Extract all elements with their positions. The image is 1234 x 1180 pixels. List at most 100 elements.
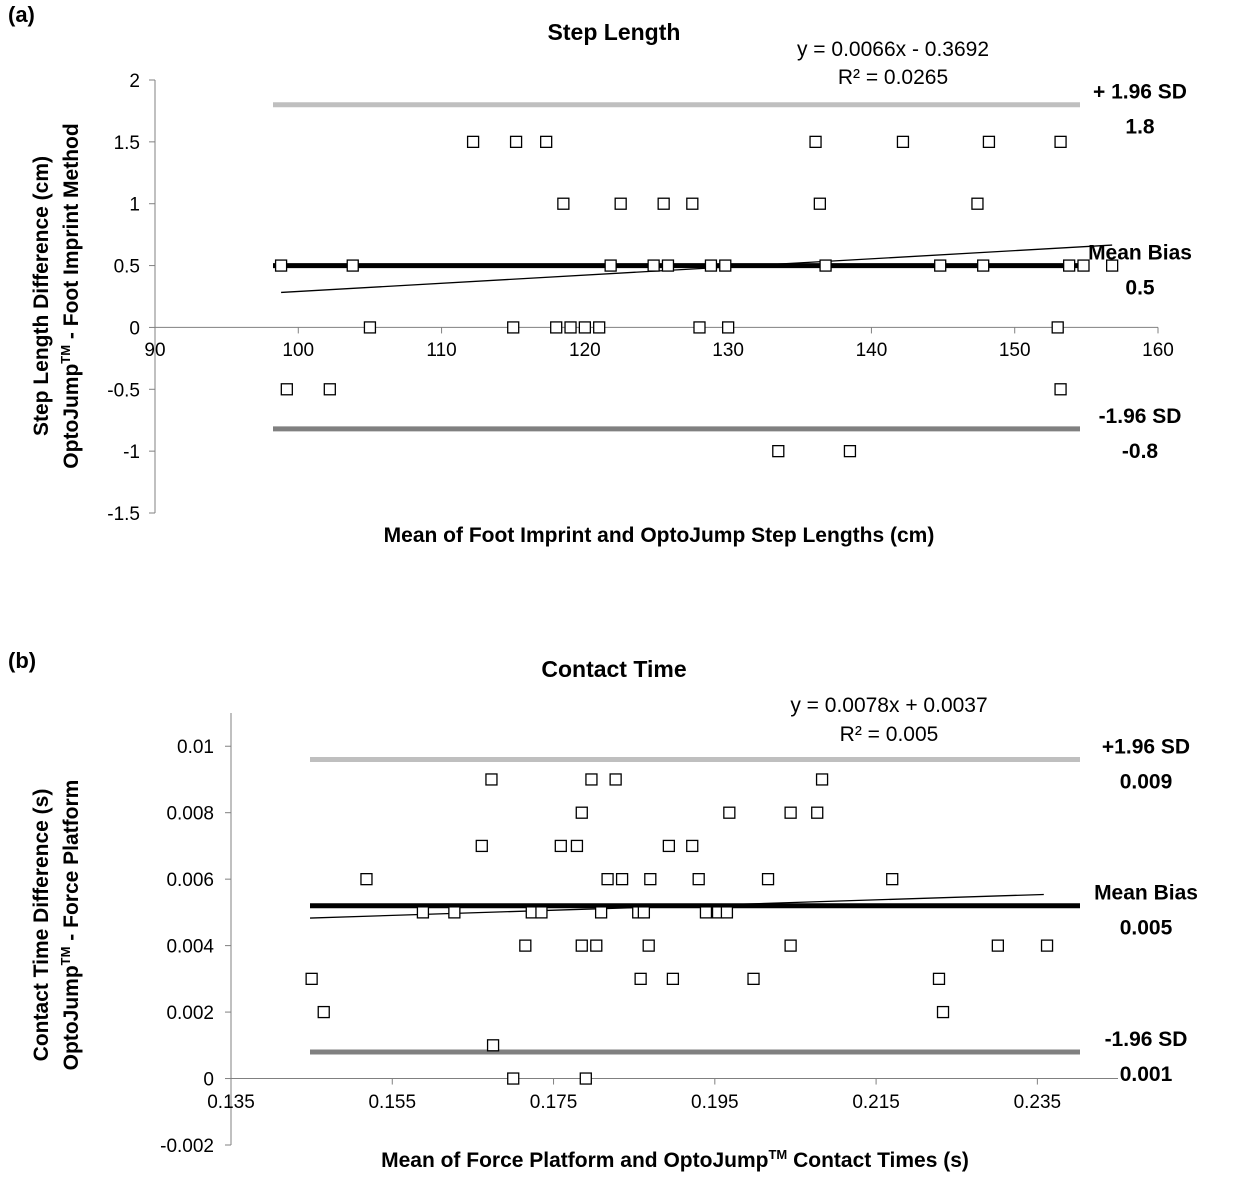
- lower-loa-label: -1.96 SD: [1105, 1028, 1188, 1051]
- data-point: [1040, 939, 1054, 952]
- data-point: [1054, 383, 1067, 396]
- data-point: [896, 135, 910, 149]
- panel-b-plot-area: -0.002 0 0.002 0.004 0.006 0.008 0.01 0.135 0.15…: [160, 713, 1198, 1157]
- x-tick-label: 150: [999, 340, 1031, 361]
- panel-b-equation: y = 0.0078x + 0.0037: [790, 694, 987, 717]
- data-point: [485, 773, 498, 786]
- data-point: [886, 873, 899, 886]
- y-tick-label: 0.006: [166, 870, 214, 891]
- data-point: [772, 444, 785, 458]
- panel-b: (b) Contact Time y = 0.0078x + 0.0037 R²…: [8, 648, 1198, 1172]
- data-point: [661, 259, 675, 272]
- data-point: [686, 839, 699, 853]
- data-point: [761, 873, 775, 886]
- data-point: [637, 906, 651, 919]
- upper-loa-value: 0.009: [1120, 771, 1173, 794]
- data-point: [704, 259, 718, 272]
- data-point: [557, 197, 570, 210]
- lower-loa-label: -1.96 SD: [1099, 405, 1182, 428]
- y-tick-label: 0.01: [177, 737, 214, 758]
- y-tick-label: 0.004: [166, 937, 214, 958]
- data-point: [507, 321, 520, 334]
- data-point: [535, 906, 548, 919]
- data-point: [977, 259, 990, 272]
- y-tick-label: 0.002: [166, 1003, 214, 1024]
- y-tick-label: -1.5: [107, 504, 140, 525]
- y-tick-label: 2: [129, 71, 140, 92]
- data-point: [723, 806, 736, 819]
- y-tick-label: 1.5: [114, 133, 140, 154]
- y-tick-label: -0.5: [107, 380, 140, 401]
- mean-bias-value: 0.5: [1125, 277, 1155, 300]
- x-tick-label: 100: [282, 340, 314, 361]
- data-point: [971, 197, 984, 210]
- data-point: [575, 939, 588, 952]
- x-tick-label: 120: [569, 340, 601, 361]
- x-tick-label: 110: [426, 340, 456, 361]
- data-point: [274, 259, 288, 272]
- panel-a: (a) Step Length y = 0.0066x - 0.3692 R² …: [8, 2, 1192, 547]
- data-point: [784, 806, 797, 819]
- data-point: [815, 773, 829, 786]
- x-tick-label: 0.175: [530, 1092, 578, 1113]
- data-point: [634, 972, 647, 985]
- trendline: [310, 893, 1044, 919]
- data-point: [1063, 259, 1076, 272]
- x-tick-label: 0.215: [852, 1092, 900, 1113]
- panel-a-title: Step Length: [548, 19, 681, 45]
- data-point: [475, 839, 488, 853]
- x-tick-label: 160: [1142, 340, 1174, 361]
- data-point: [466, 135, 480, 149]
- mean-bias-label: Mean Bias: [1088, 242, 1192, 265]
- data-point: [934, 259, 947, 272]
- panel-b-ylabel-line2: OptoJumpTM - Force Platform: [58, 780, 83, 1071]
- data-point: [317, 1005, 330, 1019]
- data-point: [662, 839, 676, 853]
- y-tick-label: 0: [129, 318, 140, 339]
- panel-b-r2: R² = 0.005: [840, 723, 939, 746]
- mean-bias-label: Mean Bias: [1094, 882, 1198, 905]
- data-point: [363, 321, 377, 334]
- upper-loa-label: +1.96 SD: [1102, 736, 1190, 759]
- upper-loa-value: 1.8: [1125, 116, 1155, 139]
- data-point: [809, 135, 822, 149]
- data-point: [692, 873, 705, 886]
- lower-loa-value: -0.8: [1122, 440, 1159, 463]
- y-tick-label: 0: [203, 1070, 214, 1091]
- data-point: [486, 1039, 500, 1052]
- data-point: [1077, 259, 1090, 272]
- panel-b-title: Contact Time: [541, 656, 686, 682]
- data-point: [719, 259, 732, 272]
- data-point: [540, 135, 553, 149]
- data-point: [601, 873, 614, 886]
- data-point: [666, 972, 680, 985]
- data-point: [280, 383, 293, 396]
- data-point: [614, 197, 627, 210]
- panel-a-equation: y = 0.0066x - 0.3692: [797, 38, 989, 61]
- data-point: [579, 1072, 592, 1085]
- data-point: [509, 135, 523, 149]
- panel-a-r2: R² = 0.0265: [838, 66, 948, 89]
- data-point: [747, 972, 760, 985]
- data-point: [721, 321, 735, 334]
- data-point: [604, 259, 617, 272]
- data-point: [936, 1005, 950, 1019]
- data-point: [323, 383, 336, 396]
- data-point: [644, 873, 657, 886]
- data-point: [575, 806, 588, 819]
- upper-loa-label: + 1.96 SD: [1093, 81, 1187, 104]
- x-tick-label: 140: [856, 340, 888, 361]
- data-point: [657, 197, 670, 210]
- panel-a-xlabel: Mean of Foot Imprint and OptoJump Step L…: [384, 524, 935, 547]
- data-point: [578, 321, 592, 334]
- x-tick-label: 0.195: [691, 1092, 739, 1113]
- data-point: [686, 197, 699, 210]
- trendline: [281, 244, 1113, 294]
- data-point: [448, 906, 461, 919]
- data-point: [991, 939, 1005, 952]
- data-point: [811, 806, 824, 819]
- panel-b-xlabel: Mean of Force Platform and OptoJumpTM Co…: [381, 1147, 969, 1172]
- data-point: [642, 939, 655, 952]
- panel-b-label: (b): [8, 648, 36, 673]
